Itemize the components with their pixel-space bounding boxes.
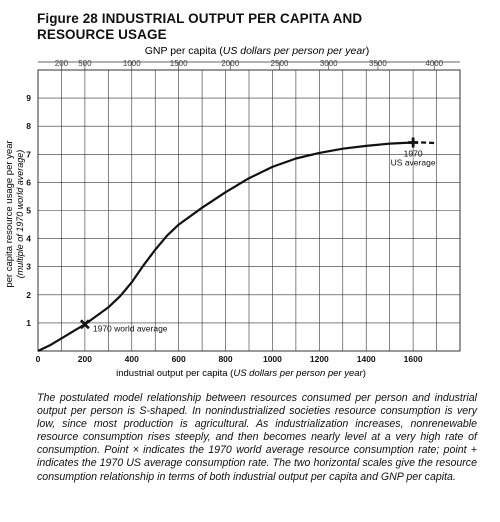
- y-tick-label: 7: [26, 149, 31, 159]
- x-tick-label: 0: [36, 354, 41, 364]
- top-tick-label: 2000: [221, 59, 239, 68]
- x-tick-label: 600: [172, 354, 186, 364]
- top-axis-label-close: ): [366, 45, 370, 57]
- x-axis-label-plain: industrial output per capita (: [116, 368, 234, 379]
- x-tick-label: 800: [218, 354, 232, 364]
- y-tick-label: 3: [26, 262, 31, 272]
- y-tick-label: 8: [26, 121, 31, 131]
- y-tick-label: 2: [26, 290, 31, 300]
- top-axis-label: GNP per capita (US dollars per person pe…: [145, 45, 370, 57]
- y-tick-label: 4: [26, 234, 31, 244]
- top-tick-label: 4000: [425, 59, 443, 68]
- y-axis-label: per capita resource usage per year (mult…: [4, 140, 25, 287]
- top-axis-label-plain: GNP per capita (: [145, 45, 224, 57]
- x-axis-label-italic: US dollars per person per year: [233, 368, 363, 379]
- top-tick-label: 200: [55, 59, 69, 68]
- top-axis-label-italic: US dollars per person per year: [223, 45, 366, 57]
- figure-title-line-1: Figure 28 INDUSTRIAL OUTPUT PER CAPITA A…: [37, 11, 363, 26]
- top-tick-label: 1500: [170, 59, 188, 68]
- top-tick-label: 2500: [271, 59, 289, 68]
- tick-labels: 0 200 400 600 800 1000 1200 1400 1600 1 2 3 4 5 6 7 8 9 20…: [26, 59, 443, 364]
- y-tick-label: 9: [26, 93, 31, 103]
- world-average-label: 1970 world average: [93, 323, 168, 333]
- x-axis-label: industrial output per capita (US dollars…: [116, 368, 366, 379]
- data-series: [37, 141, 437, 352]
- grid: [37, 61, 461, 352]
- top-tick-label: 3000: [320, 59, 338, 68]
- top-tick-label: 1000: [123, 59, 141, 68]
- y-axis-label-line-1: per capita resource usage per year: [4, 140, 15, 287]
- x-tick-label: 1400: [357, 354, 376, 364]
- x-tick-label: 1200: [310, 354, 329, 364]
- us-average-label-line-1: 1970: [404, 148, 423, 158]
- x-tick-label: 200: [78, 354, 92, 364]
- figure-caption: The postulated model relationship betwee…: [37, 392, 477, 483]
- us-average-label-line-2: US average: [391, 157, 436, 167]
- y-axis-label-line-2: (multiple of 1970 world average): [15, 150, 25, 279]
- y-tick-label: 5: [26, 206, 31, 216]
- world-average-marker: [79, 319, 90, 330]
- x-tick-label: 1600: [404, 354, 423, 364]
- figure-title-line-2: RESOURCE USAGE: [37, 27, 167, 42]
- y-tick-label: 1: [26, 318, 31, 328]
- top-tick-label: 500: [78, 59, 92, 68]
- x-tick-label: 400: [125, 354, 139, 364]
- y-tick-label: 6: [26, 177, 31, 187]
- x-tick-label: 1000: [263, 354, 282, 364]
- x-axis-label-close: ): [363, 368, 366, 379]
- us-average-marker: [408, 137, 419, 148]
- top-tick-label: 3500: [369, 59, 387, 68]
- chart: GNP per capita (US dollars per person pe…: [4, 45, 461, 379]
- figure-title: Figure 28 INDUSTRIAL OUTPUT PER CAPITA A…: [37, 11, 477, 43]
